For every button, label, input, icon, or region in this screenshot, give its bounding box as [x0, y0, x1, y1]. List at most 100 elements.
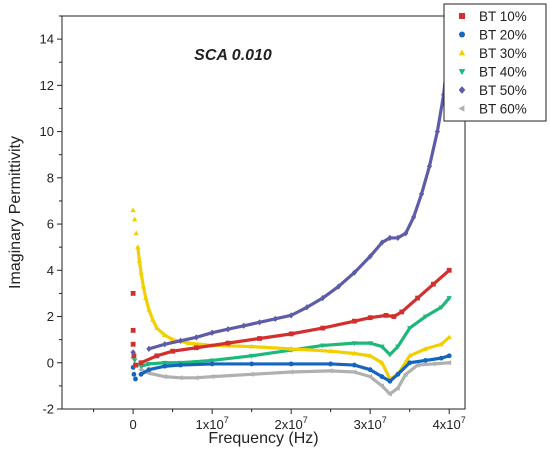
data-point [351, 341, 358, 346]
data-point [410, 214, 417, 221]
legend-marker [458, 86, 466, 94]
data-point [387, 234, 393, 242]
y-axis-ticks: -2 0 2 4 6 8 10 12 14 [40, 15, 62, 417]
data-point [130, 341, 136, 347]
data-point [426, 163, 433, 170]
legend-entry: BT 50% [458, 83, 527, 98]
data-point [288, 312, 294, 319]
data-point [162, 363, 168, 369]
legend-entry: BT 60% [458, 102, 527, 117]
data-point [403, 230, 409, 237]
y-tick-label: 8 [47, 170, 54, 185]
y-tick-label: 2 [47, 309, 54, 324]
y-tick-label: 12 [40, 78, 54, 93]
data-point [133, 376, 138, 382]
data-point [422, 314, 429, 320]
data-point [131, 353, 137, 359]
y-tick-label: 10 [40, 124, 54, 139]
data-point [446, 296, 452, 301]
data-point [379, 374, 385, 380]
data-point [367, 315, 373, 321]
data-point [446, 360, 452, 366]
plot-area [130, 38, 452, 397]
data-point [225, 326, 231, 333]
data-point [367, 341, 373, 346]
data-point [130, 328, 136, 333]
data-point [351, 369, 357, 375]
data-point [383, 312, 389, 318]
data-point [257, 336, 262, 341]
data-point [367, 352, 373, 358]
legend-marker [458, 69, 466, 76]
data-point [387, 352, 393, 358]
data-point [169, 336, 176, 342]
data-point [130, 207, 136, 213]
data-point [379, 344, 385, 350]
data-point [241, 322, 247, 329]
data-point [135, 244, 141, 250]
data-point [407, 352, 413, 358]
data-point [162, 341, 168, 348]
legend-entry: BT 20% [459, 28, 527, 43]
data-point [130, 291, 136, 296]
data-point [150, 317, 156, 322]
legend-entry: BT 10% [459, 9, 527, 24]
y-tick-label: 4 [47, 263, 54, 278]
data-point [423, 358, 428, 363]
y-tick-label: -2 [42, 402, 54, 417]
data-point [138, 364, 144, 370]
data-point [407, 326, 413, 331]
data-point [138, 371, 144, 377]
legend-label: BT 10% [479, 9, 527, 24]
data-point [225, 340, 231, 346]
data-point [131, 371, 137, 377]
data-point [138, 367, 143, 373]
data-point [154, 353, 160, 359]
data-point [394, 385, 400, 391]
data-point [418, 190, 425, 198]
data-point [130, 349, 136, 356]
data-point [161, 373, 167, 380]
legend-label: BT 30% [479, 46, 527, 61]
data-point [288, 346, 294, 351]
data-point [288, 331, 294, 337]
data-point [430, 281, 436, 287]
data-point [328, 361, 334, 367]
data-point [133, 362, 138, 368]
data-point [162, 360, 168, 366]
x-tick-label: 3x107 [354, 415, 387, 432]
data-point [387, 391, 392, 397]
data-point [136, 258, 143, 263]
data-point [327, 368, 333, 374]
legend-marker [459, 31, 465, 38]
data-point [138, 269, 144, 275]
data-point [209, 373, 215, 380]
x-tick-label: 1x107 [196, 415, 229, 432]
data-point [430, 361, 436, 367]
data-point [351, 318, 357, 324]
legend-marker [459, 13, 465, 19]
series-bt-10- [130, 267, 452, 368]
legend-entry: BT 30% [458, 46, 527, 61]
x-axis-ticks: 0 1x107 2x107 3x107 4x107 [93, 409, 466, 432]
chart-title: SCA 0.010 [194, 47, 272, 64]
series-line [147, 39, 451, 351]
x-tick-label: 2x107 [275, 415, 308, 432]
data-point [170, 348, 176, 354]
y-tick-label: 14 [40, 32, 54, 47]
data-point [146, 362, 152, 367]
data-point [193, 334, 199, 341]
data-point [367, 253, 373, 260]
data-point [288, 369, 294, 375]
data-point [351, 350, 358, 356]
legend: BT 10% BT 20% BT 30% BT 40% BT 50% BT 60% [443, 3, 547, 122]
data-point [154, 325, 160, 331]
data-point [304, 304, 310, 311]
data-point [438, 305, 444, 311]
data-point [132, 216, 138, 222]
data-point [177, 337, 184, 344]
data-point [351, 269, 358, 276]
data-point [132, 358, 138, 364]
data-point [320, 294, 326, 302]
